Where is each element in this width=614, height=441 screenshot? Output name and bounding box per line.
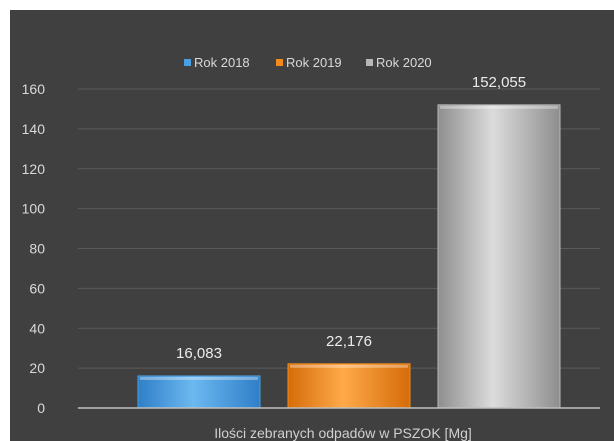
legend-swatch [276, 59, 283, 66]
bar-highlight [140, 376, 258, 380]
legend-label: Rok 2019 [286, 55, 342, 70]
y-tick-label: 0 [37, 400, 45, 416]
y-tick-label: 100 [22, 201, 46, 217]
bar-rok-2018 [137, 375, 261, 409]
y-tick-label: 80 [29, 241, 45, 257]
legend-label: Rok 2018 [194, 55, 250, 70]
bar-chart: 0 20 40 60 80 100 120 140 160 16,083 22,176 152,05… [10, 10, 614, 441]
y-tick-label: 140 [22, 121, 46, 137]
bars [137, 104, 561, 409]
y-axis-ticks: 0 20 40 60 80 100 120 140 160 [22, 81, 46, 416]
data-label: 16,083 [176, 345, 222, 362]
y-tick-label: 60 [29, 280, 45, 296]
y-tick-label: 20 [29, 360, 45, 376]
legend-swatch [184, 59, 191, 66]
data-label: 22,176 [326, 333, 372, 350]
bar-rok-2019 [287, 363, 411, 409]
bar-rok-2020 [437, 104, 561, 409]
legend: Rok 2018 Rok 2019 Rok 2020 [184, 55, 432, 70]
legend-label: Rok 2020 [376, 55, 432, 70]
y-tick-label: 120 [22, 161, 46, 177]
data-label: 152,055 [472, 74, 526, 91]
bar-highlight [290, 364, 408, 368]
x-axis-label: Ilości zebranych odpadów w PSZOK [Mg] [214, 425, 472, 441]
legend-swatch [366, 59, 373, 66]
y-tick-label: 160 [22, 81, 46, 97]
y-tick-label: 40 [29, 320, 45, 336]
data-labels: 16,083 22,176 152,055 [176, 74, 526, 362]
chart-area: 0 20 40 60 80 100 120 140 160 16,083 22,176 152,05… [10, 10, 614, 441]
bar-highlight [440, 105, 558, 109]
